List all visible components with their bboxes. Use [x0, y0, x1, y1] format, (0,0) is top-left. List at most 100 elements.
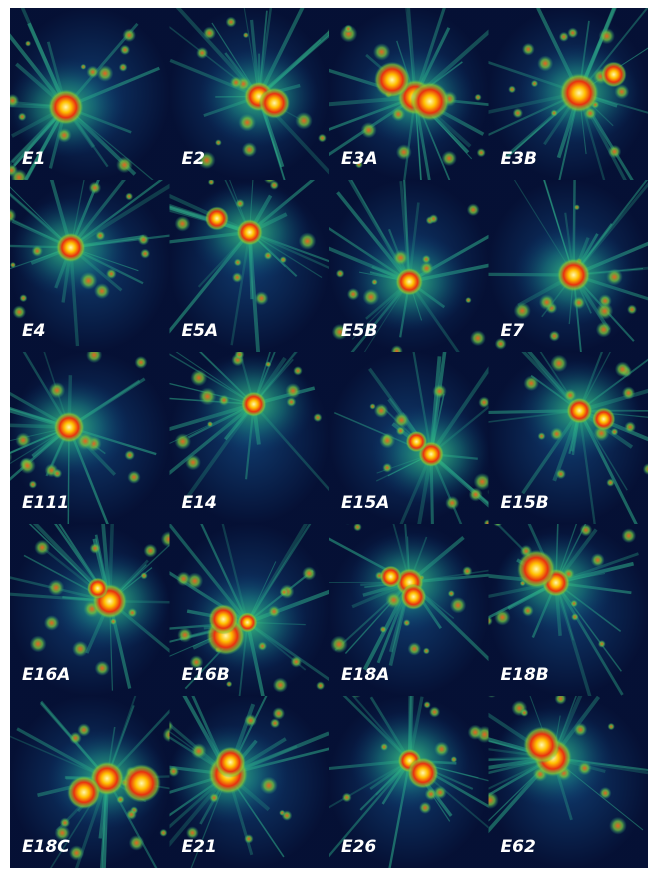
subhalo: [494, 609, 511, 626]
subhalo: [128, 835, 145, 851]
subhalo: [48, 382, 66, 399]
subhalo: [47, 579, 65, 597]
panel: E7: [488, 180, 648, 352]
subhalo: [488, 791, 499, 810]
core: [241, 391, 267, 417]
subhalo: [116, 156, 133, 174]
subhalo: [462, 565, 473, 577]
subhalo: [390, 345, 403, 352]
panel-image: [329, 352, 489, 524]
subhalo: [554, 696, 567, 705]
subhalo: [466, 203, 480, 217]
subhalo: [68, 845, 85, 861]
subhalo: [573, 722, 588, 737]
subhalo: [215, 139, 222, 146]
subhalo: [190, 743, 207, 760]
core: [400, 583, 427, 610]
subhalo: [127, 470, 141, 484]
subhalo: [521, 604, 534, 617]
subhalo: [269, 180, 279, 190]
panel-image: [329, 696, 489, 868]
subhalo: [550, 109, 558, 117]
panel-label: E1: [22, 149, 45, 169]
panel-image: [488, 352, 648, 524]
subhalo: [465, 296, 472, 304]
subhalo: [537, 432, 546, 441]
subhalo: [72, 640, 89, 658]
core: [379, 565, 402, 588]
subhalo: [241, 142, 257, 158]
subhalo: [159, 828, 168, 837]
panel: E62: [488, 696, 648, 868]
subhalo: [403, 619, 411, 627]
subhalo: [563, 388, 577, 402]
subhalo: [169, 720, 174, 733]
panel: E2: [169, 8, 329, 180]
subhalo: [263, 251, 273, 260]
panel: E5B: [329, 180, 489, 352]
subhalo: [331, 323, 348, 341]
subhalo: [140, 248, 151, 259]
subhalo: [116, 795, 125, 804]
subhalo: [422, 647, 430, 655]
subhalo: [362, 288, 380, 306]
subhalo: [523, 375, 539, 392]
panel-label: E18B: [501, 665, 549, 685]
core: [556, 258, 591, 292]
subhalo: [327, 28, 329, 38]
subhalo: [494, 337, 507, 350]
subhalo: [56, 127, 72, 143]
subhalo: [17, 112, 27, 122]
subhalo: [10, 451, 13, 463]
subhalo: [124, 449, 135, 461]
subhalo: [606, 478, 615, 487]
panel-label: E5A: [182, 321, 219, 341]
subhalo: [80, 63, 87, 70]
panel-label: E26: [341, 837, 376, 857]
subhalo: [573, 204, 580, 211]
panel-label: E7: [501, 321, 525, 341]
subhalo: [229, 76, 243, 89]
subhalo: [95, 230, 106, 241]
subhalo: [54, 825, 71, 841]
panel-label: E4: [22, 321, 45, 341]
subhalo: [385, 591, 403, 609]
subhalo: [94, 660, 110, 676]
subhalo: [10, 208, 17, 224]
panel-image: [488, 8, 648, 180]
subhalo: [235, 198, 245, 209]
panel-image: [488, 696, 648, 868]
subhalo: [29, 635, 47, 653]
subhalo: [295, 111, 313, 130]
core: [566, 397, 593, 424]
subhalo: [177, 627, 193, 643]
core: [517, 549, 556, 589]
subhalo: [52, 468, 63, 479]
panel: E26: [329, 696, 489, 868]
panel-label: E16A: [22, 665, 70, 685]
subhalo: [537, 55, 554, 72]
panel-image: [329, 8, 489, 180]
panel: E15B: [488, 352, 648, 524]
subhalo: [345, 524, 351, 525]
panel-label: E14: [182, 493, 217, 513]
subhalo: [610, 427, 619, 436]
subhalo: [198, 387, 217, 406]
subhalo: [419, 261, 434, 276]
subhalo: [393, 412, 410, 429]
panel: E15A: [329, 352, 489, 524]
panel-label: E111: [22, 493, 69, 513]
subhalo: [279, 587, 289, 597]
subhalo: [512, 107, 524, 119]
subhalo: [86, 352, 103, 364]
subhalo: [313, 413, 323, 423]
subhalo: [642, 463, 648, 476]
subhalo: [538, 294, 555, 311]
panel: E18A: [329, 524, 489, 696]
subhalo: [550, 427, 564, 441]
subhalo: [0, 316, 6, 324]
subhalo: [595, 302, 614, 320]
subhalo: [488, 696, 496, 698]
subhalo: [599, 786, 612, 800]
